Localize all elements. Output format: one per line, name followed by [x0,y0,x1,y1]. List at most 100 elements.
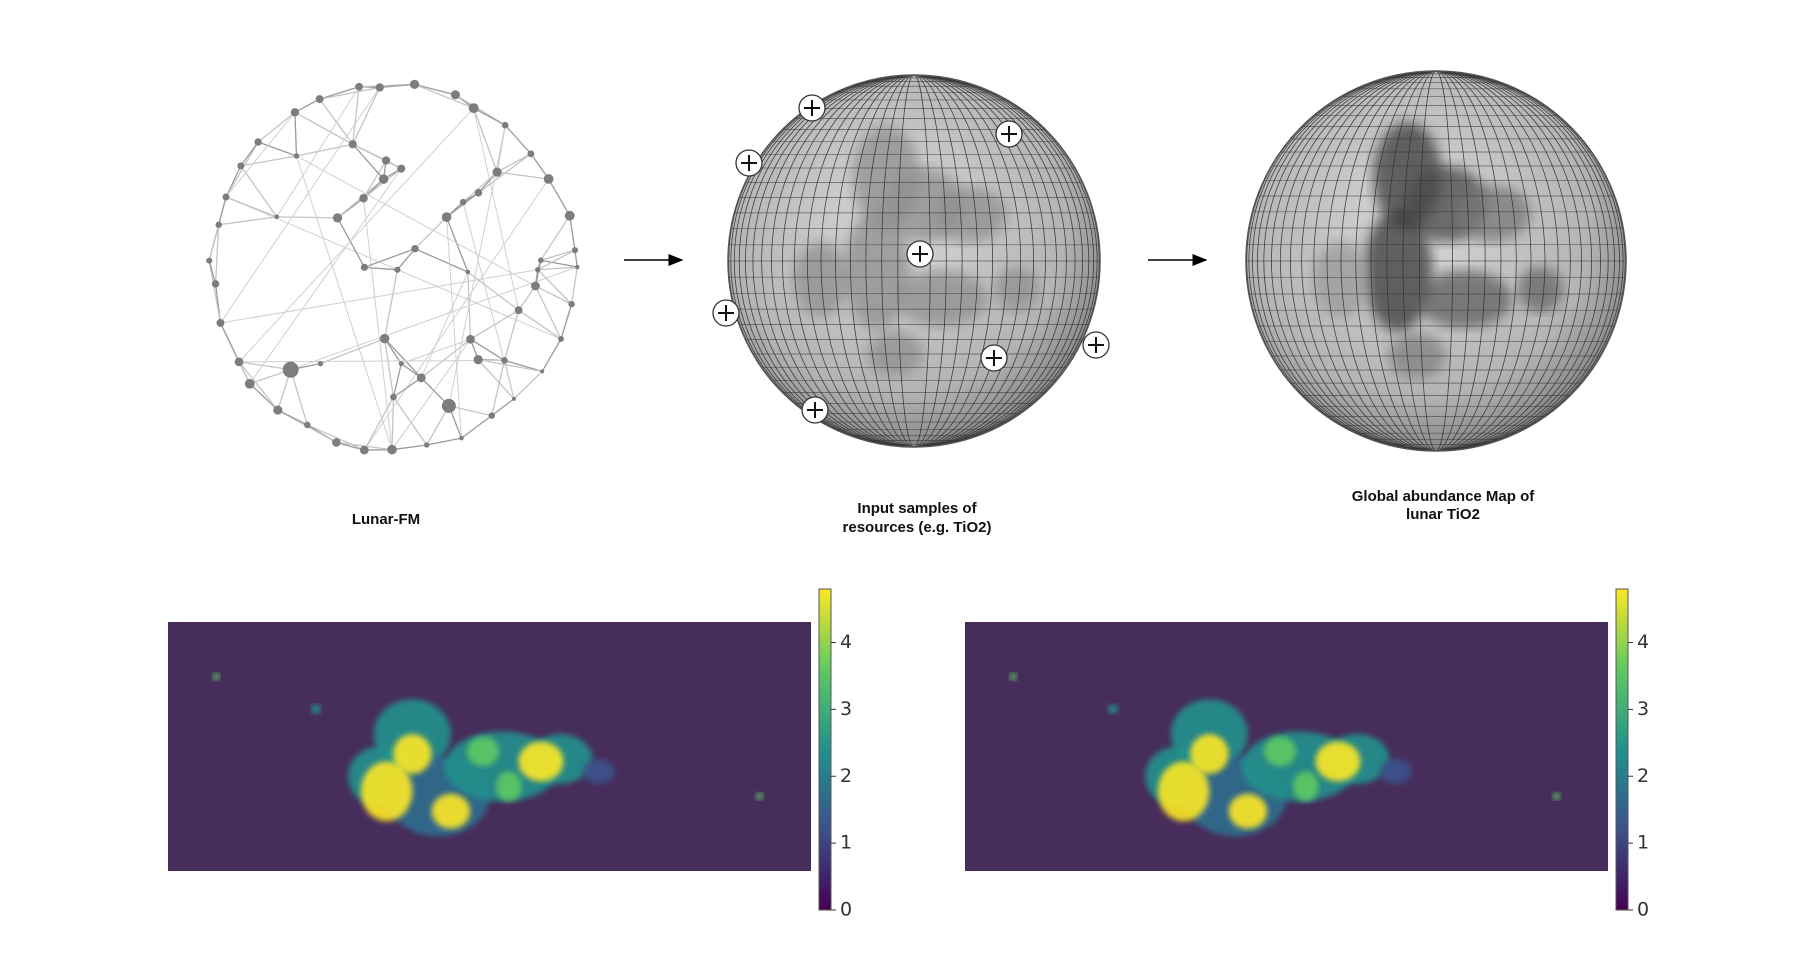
network-node [568,300,575,308]
colorbar-tick-label: 1 [840,832,852,854]
network-edge [391,397,395,450]
network-edge [503,310,520,361]
colorbar-tick-label: 2 [840,765,852,787]
network-edge [540,259,578,268]
network-edge [296,155,536,287]
heatmap-blob [1315,741,1361,782]
colorbar-tick-label: 4 [840,631,852,653]
network-edge [518,309,562,340]
network-edge [448,405,492,417]
network-node [390,393,397,401]
network-edge [461,415,493,439]
network-node [501,357,508,364]
network-edge [445,216,469,273]
heatmap-blob [1292,771,1319,802]
network-edge [352,87,381,145]
network-edge [548,178,571,217]
network-node [394,266,401,273]
colorbar [1615,588,1629,911]
network-edge [319,86,380,100]
heatmap-blob [360,761,413,822]
moon-abundance [1245,70,1627,452]
network-edge [219,322,240,363]
heatmap-blob [212,673,221,681]
network-node [465,269,471,275]
network-node [359,194,368,203]
heatmap-blob [431,793,471,829]
network-node [571,247,579,254]
network-edge [530,153,550,180]
network-edge [513,370,543,400]
network-edge [257,111,296,143]
output-label: lunar TiO2 [1406,506,1480,523]
network-edge [225,141,259,198]
network-node [234,357,244,367]
network-edge [296,143,353,157]
network-edge [290,266,578,371]
heatmap: 0 1 2 3 4 [965,588,1649,921]
network-edge [363,178,550,451]
heatmap-blob [1552,792,1561,801]
network-node [355,82,364,91]
network-edge [534,260,542,287]
network-edge [336,441,365,451]
network-edge [384,269,399,339]
network-edge [214,224,220,284]
network-edge [537,269,573,305]
network-edge [462,201,515,399]
heatmap-blob [582,758,615,784]
colorbar-tick-label: 4 [1637,631,1649,653]
network-edge [238,361,279,411]
network-node [293,153,300,159]
network-node [282,361,299,378]
colorbar-tick-label: 3 [840,698,852,720]
network-edge [384,338,395,398]
colorbar-tick-label: 1 [1637,832,1649,854]
network-edge [446,217,462,439]
network-edge [560,303,573,340]
network-node [411,245,419,253]
network-edge [470,338,505,361]
network-node [531,281,540,291]
network-node [450,90,460,100]
network-edge [467,271,520,311]
network-node [564,210,575,221]
network-edge [225,112,296,198]
network-node [459,435,464,441]
network-node [527,150,535,158]
heatmap-blob [1228,793,1268,829]
network-edge [414,216,448,250]
colorbar-tick-label: 0 [840,899,852,921]
mare [1455,185,1531,242]
network-edge [249,168,402,385]
network-edge [473,107,498,173]
heatmap-blob [310,704,322,715]
network-node [317,360,324,367]
network-edge [496,171,549,180]
network-node [387,444,397,455]
network-edge [473,108,520,311]
network-edge [393,377,422,398]
network-edge [319,98,354,145]
colorbar-tick-label: 0 [1637,899,1649,921]
network-node [441,212,452,222]
network-edge [504,124,532,155]
network-node [375,83,384,92]
network-edge [414,83,456,96]
network-edge [294,112,298,156]
sample-marker-cross [1001,126,1017,142]
network-edge [392,396,428,446]
mare [1417,270,1512,328]
output-label: Global abundance Map of [1352,488,1536,505]
network-edge [352,143,402,170]
network-sphere [206,79,580,455]
network-edge [363,396,395,451]
network-node [468,103,479,114]
network-node [360,263,369,271]
network-edge [225,196,562,340]
network-edge [537,266,578,271]
network-node [511,396,516,401]
network-edge [319,86,360,100]
network-node [543,174,554,184]
network-edge [277,409,308,426]
